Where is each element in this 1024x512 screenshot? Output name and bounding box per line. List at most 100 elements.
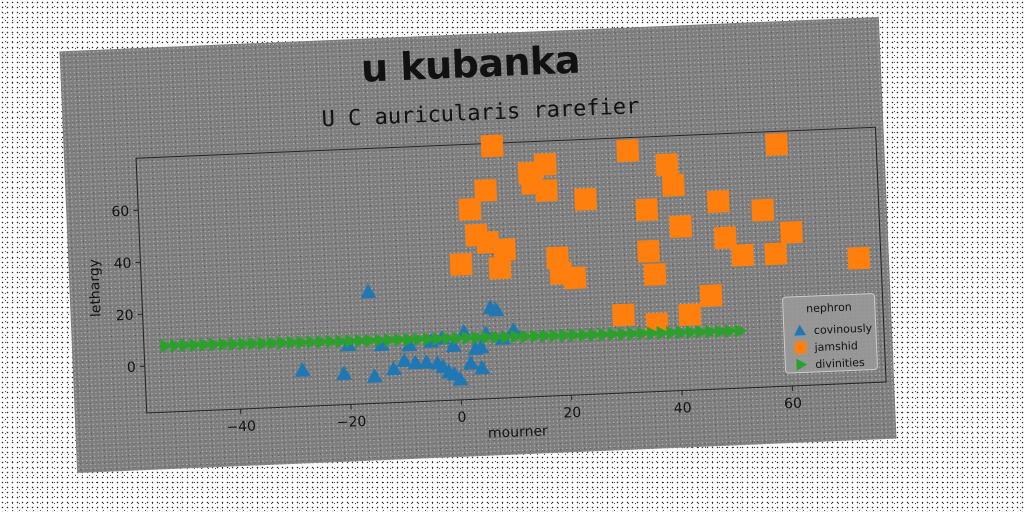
point-jamshid-28 — [713, 226, 737, 250]
legend-marker-covinously — [794, 324, 807, 336]
point-jamshid-32 — [765, 132, 789, 156]
point-divinities-4 — [199, 338, 212, 353]
point-divinities-13 — [286, 335, 300, 350]
point-covinously-17 — [463, 354, 480, 370]
point-covinously-19 — [473, 338, 490, 354]
axis-ticks: −40 −20 0 20 40 60 0 20 40 60 — [111, 204, 802, 436]
point-divinities-54 — [685, 325, 699, 340]
point-divinities-39 — [539, 329, 553, 344]
y-tick-label-0: 0 — [127, 360, 137, 376]
legend-label-jamshid: jamshid — [813, 339, 858, 354]
point-divinities-6 — [218, 337, 232, 352]
point-jamshid-33 — [779, 220, 803, 244]
y-tick-label-3: 60 — [111, 204, 129, 221]
x-tick-label-5: 60 — [784, 396, 802, 413]
point-divinities-1 — [169, 338, 183, 353]
point-divinities-48 — [627, 326, 641, 341]
legend: nephron covinously jamshid divinities — [782, 293, 878, 374]
legend-title: nephron — [806, 300, 852, 315]
y-tick-label-2: 40 — [113, 256, 131, 273]
point-jamshid-4 — [533, 153, 557, 176]
point-covinously-22 — [488, 301, 505, 317]
point-divinities-28 — [432, 331, 446, 346]
data-marks — [160, 132, 871, 386]
point-jamshid-16 — [488, 256, 512, 280]
legend-entries: covinously jamshid divinities — [794, 322, 873, 371]
point-divinities-23 — [383, 333, 397, 348]
point-divinities-45 — [598, 327, 611, 342]
point-covinously-6 — [396, 352, 413, 368]
point-divinities-58 — [724, 324, 738, 339]
point-divinities-5 — [208, 337, 222, 352]
point-divinities-29 — [442, 331, 456, 346]
point-divinities-20 — [354, 333, 368, 348]
point-jamshid-22 — [655, 153, 679, 177]
point-divinities-49 — [637, 326, 650, 341]
point-covinously-1 — [336, 365, 353, 381]
point-divinities-35 — [500, 330, 514, 345]
point-jamshid-9 — [612, 303, 635, 327]
point-jamshid-20 — [643, 263, 667, 286]
point-divinities-10 — [257, 336, 271, 351]
point-covinously-4 — [373, 336, 390, 352]
point-jamshid-24 — [669, 215, 693, 239]
point-divinities-50 — [646, 326, 660, 341]
y-tick-label-1: 20 — [116, 308, 134, 325]
point-divinities-57 — [714, 324, 728, 339]
point-divinities-11 — [267, 336, 281, 351]
point-divinities-46 — [607, 327, 621, 342]
legend-label-covinously: covinously — [814, 322, 873, 337]
figure: u kubanka U C auricularis rarefier −40 −2… — [59, 17, 897, 473]
point-divinities-43 — [578, 328, 592, 343]
point-divinities-52 — [666, 325, 680, 340]
legend-marker-divinities — [796, 358, 808, 371]
point-covinously-15 — [445, 337, 462, 353]
point-divinities-33 — [481, 330, 495, 345]
point-divinities-32 — [471, 330, 485, 345]
point-jamshid-10 — [616, 139, 640, 163]
point-divinities-9 — [247, 336, 261, 351]
point-divinities-30 — [452, 331, 465, 346]
point-covinously-23 — [505, 321, 522, 337]
point-divinities-34 — [491, 330, 504, 345]
point-divinities-0 — [160, 339, 174, 354]
y-axis-label: lethargy — [86, 259, 104, 318]
point-jamshid-25 — [678, 303, 702, 327]
point-divinities-36 — [510, 329, 524, 344]
point-jamshid-7 — [563, 266, 587, 290]
point-covinously-2 — [360, 283, 377, 299]
point-jamshid-13 — [449, 252, 473, 276]
point-jamshid-34 — [847, 246, 871, 270]
point-jamshid-27 — [706, 190, 730, 214]
point-covinously-5 — [385, 360, 402, 376]
point-jamshid-0 — [480, 134, 504, 158]
point-covinously-8 — [418, 354, 435, 369]
point-jamshid-8 — [574, 187, 597, 211]
point-jamshid-19 — [637, 239, 660, 263]
point-jamshid-18 — [635, 198, 659, 222]
point-divinities-25 — [403, 332, 417, 347]
point-divinities-15 — [306, 335, 320, 350]
point-divinities-59 — [734, 324, 748, 339]
point-divinities-7 — [228, 337, 242, 352]
point-divinities-19 — [345, 334, 358, 349]
point-covinously-25 — [401, 336, 418, 352]
point-divinities-38 — [529, 329, 543, 344]
chart-title: U C auricularis rarefier — [321, 94, 640, 132]
point-divinities-53 — [675, 325, 689, 340]
point-covinously-3 — [366, 368, 383, 383]
point-jamshid-11 — [458, 197, 482, 221]
point-jamshid-23 — [661, 173, 685, 197]
point-jamshid-15 — [476, 231, 500, 254]
point-divinities-17 — [325, 334, 339, 349]
x-tick-label-4: 40 — [673, 400, 691, 417]
point-covinously-0 — [294, 362, 311, 377]
point-covinously-14 — [452, 371, 469, 386]
point-jamshid-3 — [534, 179, 558, 202]
point-covinously-7 — [407, 354, 424, 370]
point-divinities-8 — [238, 337, 251, 352]
point-divinities-21 — [364, 333, 378, 348]
point-divinities-24 — [393, 332, 407, 347]
series-jamshid — [449, 132, 871, 336]
point-jamshid-17 — [493, 238, 517, 262]
